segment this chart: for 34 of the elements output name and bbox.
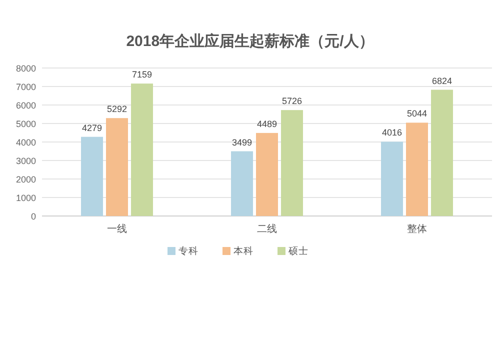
bar — [381, 142, 403, 216]
y-tick-label: 0 — [30, 212, 36, 222]
bar — [281, 110, 303, 216]
data-label: 5292 — [106, 104, 128, 114]
bar — [256, 132, 278, 216]
x-tick-label: 二线 — [257, 223, 277, 235]
y-tick-label: 4000 — [16, 138, 36, 148]
y-tick-label: 2000 — [16, 174, 36, 184]
bar — [81, 136, 103, 216]
y-tick-label: 6000 — [16, 100, 36, 110]
data-label: 4489 — [256, 118, 278, 129]
data-label: 5726 — [282, 96, 302, 106]
x-tick-label: 整体 — [407, 223, 427, 235]
bar — [406, 122, 428, 216]
legend-label: 硕士 — [288, 245, 308, 257]
data-label: 6824 — [432, 76, 452, 86]
data-label: 5044 — [406, 108, 428, 119]
bar — [431, 90, 453, 216]
x-tick-label: 一线 — [107, 223, 127, 235]
y-tick-label: 1000 — [16, 193, 36, 203]
y-tick-label: 3000 — [16, 156, 36, 166]
legend-label: 本科 — [234, 245, 254, 257]
bar — [131, 84, 153, 216]
data-label: 3499 — [232, 137, 252, 148]
data-label: 4016 — [382, 128, 402, 138]
y-tick-label: 7000 — [16, 82, 36, 92]
y-tick-label: 8000 — [16, 64, 36, 74]
y-tick-label: 5000 — [16, 119, 36, 129]
data-label: 4279 — [82, 122, 102, 133]
data-label: 7159 — [132, 70, 152, 80]
legend-label: 专科 — [178, 245, 198, 257]
bar — [106, 118, 128, 216]
chart-title: 2018年企业应届生起薪标准（元/人） — [126, 32, 374, 50]
bar — [231, 151, 253, 216]
